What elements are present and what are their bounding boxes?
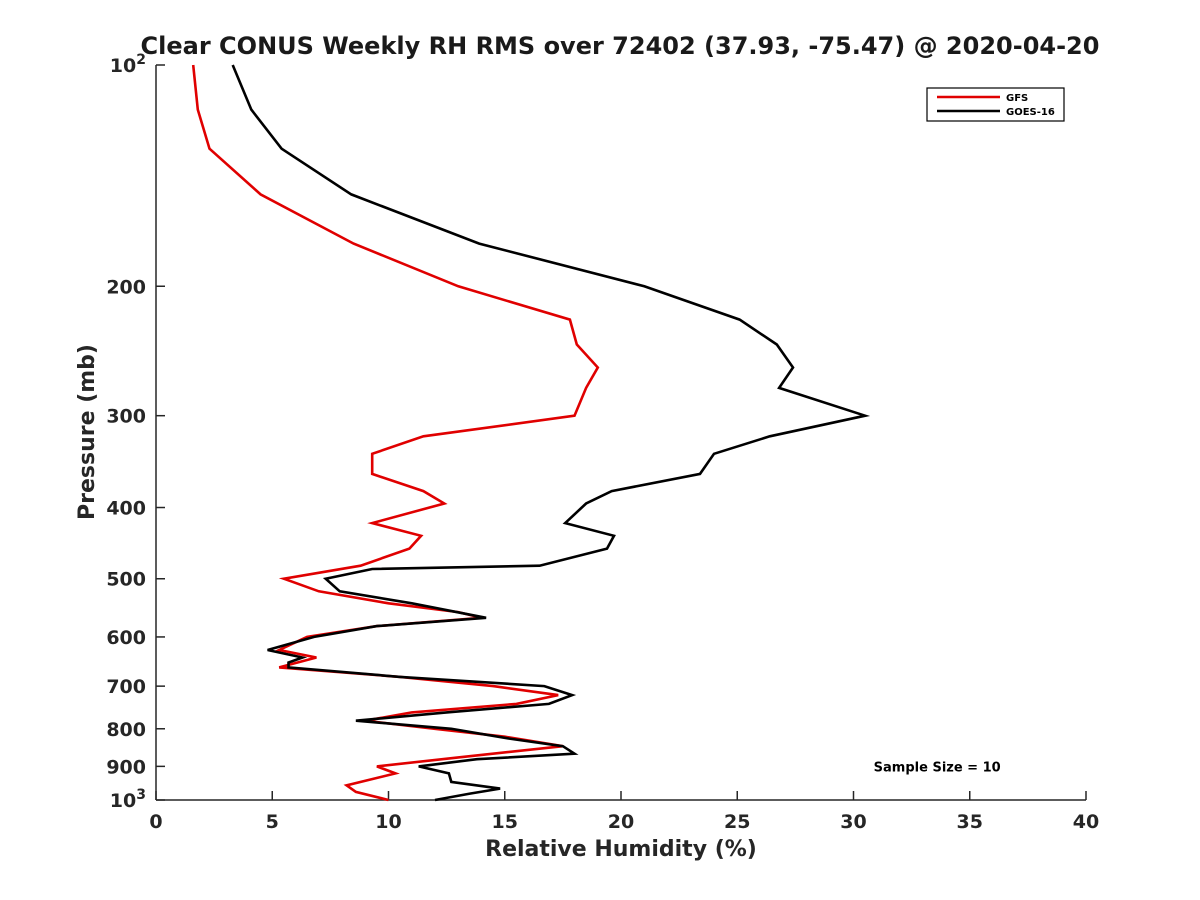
y-tick-label: 102 [110,52,146,77]
y-tick-exponent: 3 [136,787,146,803]
y-tick-label: 700 [106,676,146,698]
y-tick-label: 900 [106,756,146,778]
x-tick-label: 10 [375,811,401,833]
series-line-gfs [191,64,600,802]
x-tick-label: 5 [266,811,279,833]
y-tick-exponent: 2 [136,52,146,68]
annotations: Sample Size = 10 [874,760,1001,775]
legend-label: GFS [1006,93,1028,104]
y-tick-label: 800 [106,719,146,741]
y-tick-label: 600 [106,627,146,649]
x-tick-label: 30 [840,811,866,833]
series-line-goes-16 [231,64,871,802]
x-tick-label: 20 [608,811,634,833]
legend-box [926,87,1065,122]
x-ticks: 0 5 10 15 20 25 30 35 40 [149,791,1099,833]
y-axis-label: Pressure (mb) [75,344,100,520]
y-tick-label: 103 [110,787,146,812]
x-tick-label: 35 [957,811,983,833]
y-tick-base: 10 [110,55,136,77]
y-tick-label: 200 [106,276,146,298]
chart-title: Clear CONUS Weekly RH RMS over 72402 (37… [141,32,1100,60]
y-tick-label: 300 [106,406,146,428]
y-tick-label: 400 [106,498,146,520]
sample-size-annotation: Sample Size = 10 [874,760,1001,775]
x-tick-label: 40 [1073,811,1099,833]
x-tick-label: 25 [724,811,750,833]
x-tick-label: 0 [149,811,162,833]
y-tick-label: 500 [106,569,146,591]
x-axis-label: Relative Humidity (%) [485,837,757,862]
y-tick-base: 10 [110,790,136,812]
legend-label: GOES-16 [1006,107,1055,118]
series-lines [191,64,871,802]
x-tick-label: 15 [492,811,518,833]
plot-area [155,65,1086,801]
legend: GFS GOES-16 [926,87,1065,122]
